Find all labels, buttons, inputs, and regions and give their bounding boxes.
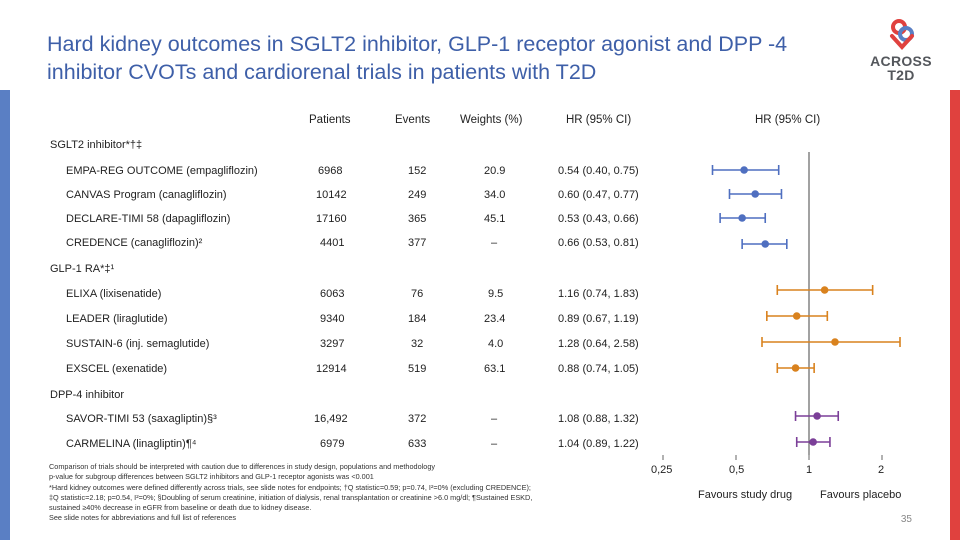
trial-weight: 34.0 (484, 189, 506, 201)
trial-patients: 4401 (320, 237, 345, 249)
trial-events: 184 (408, 313, 427, 325)
trial-hr: 1.04 (0.89, 1.22) (558, 438, 639, 450)
trial-weight: 4.0 (488, 338, 504, 350)
trial-patients: 12914 (316, 363, 347, 375)
hr-point (738, 214, 746, 222)
trial-hr: 1.08 (0.88, 1.32) (558, 413, 639, 425)
trial-name: CANVAS Program (canagliflozin) (66, 189, 227, 201)
trial-patients: 10142 (316, 189, 347, 201)
trial-name: SAVOR-TIMI 53 (saxagliptin)§³ (66, 413, 217, 425)
page-number: 35 (900, 514, 912, 525)
trial-name: EXSCEL (exenatide) (66, 363, 168, 375)
hr-point (751, 190, 760, 198)
footnote-line: sustained ≥40% decrease in eGFR from bas… (49, 503, 312, 513)
trial-name: CARMELINA (linagliptin)¶⁴ (66, 438, 197, 450)
group-label-glp1: GLP-1 RA*‡¹ (50, 263, 115, 275)
trial-patients: 6979 (320, 438, 345, 450)
right-accent-bar (950, 90, 960, 540)
trial-weight: 20.9 (484, 165, 506, 177)
hr-point (761, 240, 770, 248)
header-events: Events (395, 114, 431, 126)
trial-hr: 1.16 (0.74, 1.83) (558, 288, 639, 300)
favours-placebo-label: Favours placebo (820, 489, 902, 501)
hr-point (820, 286, 829, 294)
footnotes: Comparison of trials should be interpret… (49, 462, 649, 524)
hr-point (792, 312, 801, 320)
trial-events: 519 (408, 363, 427, 375)
trial-events: 365 (408, 213, 427, 225)
trial-weight: – (491, 413, 498, 425)
hr-point (813, 412, 821, 420)
trial-hr: 0.60 (0.47, 0.77) (558, 189, 639, 201)
trial-patients: 3297 (320, 338, 345, 350)
slide-title: Hard kidney outcomes in SGLT2 inhibitor,… (47, 32, 788, 84)
trial-hr: 0.54 (0.40, 0.75) (558, 165, 639, 177)
header-patients: Patients (309, 114, 351, 126)
logo-mark-icon (890, 19, 914, 50)
footnote-line: Comparison of trials should be interpret… (49, 462, 436, 471)
axis-tick-label: 1 (806, 464, 813, 476)
footnote-line: p-value for subgroup differences between… (49, 472, 374, 482)
trial-weight: – (491, 237, 498, 249)
trial-hr: 0.89 (0.67, 1.19) (558, 313, 639, 325)
trial-patients: 6063 (320, 288, 345, 300)
trial-weight: 45.1 (484, 213, 506, 225)
trial-name: SUSTAIN-6 (inj. semaglutide) (66, 338, 210, 350)
group-label-sglt2: SGLT2 inhibitor*†‡ (50, 139, 143, 151)
trial-events: 377 (408, 237, 427, 249)
trial-events: 633 (408, 438, 427, 450)
logo-line-2: T2D (887, 67, 915, 83)
trial-hr: 0.66 (0.53, 0.81) (558, 237, 639, 249)
logo-text: ACROSS T2D (868, 54, 934, 82)
axis-tick-label: 0,25 (651, 464, 673, 476)
trial-patients: 17160 (316, 213, 347, 225)
trial-weight: 9.5 (488, 288, 504, 300)
trial-events: 372 (408, 413, 427, 425)
trial-events: 32 (411, 338, 424, 350)
trial-patients: 16,492 (314, 413, 348, 425)
across-t2d-logo (890, 19, 914, 50)
header-hr-plot: HR (95% CI) (755, 114, 821, 126)
trial-events: 152 (408, 165, 427, 177)
hr-point (809, 438, 817, 446)
trial-name: LEADER (liraglutide) (66, 313, 168, 325)
trial-weight: – (491, 438, 498, 450)
trial-hr: 1.28 (0.64, 2.58) (558, 338, 639, 350)
footnote-line: ‡Q statistic=2.18; p=0.54, I²=0%; §Doubl… (49, 492, 533, 502)
trial-events: 76 (411, 288, 424, 300)
trial-weight: 63.1 (484, 363, 506, 375)
axis-tick-label: 2 (878, 464, 885, 476)
hr-point (740, 166, 748, 174)
trial-hr: 0.53 (0.43, 0.66) (558, 213, 639, 225)
footnote-line: *Hard kidney outcomes were defined diffe… (49, 482, 531, 492)
trial-hr: 0.88 (0.74, 1.05) (558, 363, 639, 375)
left-accent-bar (0, 90, 10, 540)
trial-patients: 9340 (320, 313, 345, 325)
axis-tick-label: 0,5 (729, 464, 745, 476)
trial-events: 249 (408, 189, 427, 201)
trial-patients: 6968 (318, 165, 343, 177)
trial-name: EMPA-REG OUTCOME (empagliflozin) (66, 165, 258, 177)
group-label-dpp4: DPP-4 inhibitor (50, 389, 124, 401)
trial-name: ELIXA (lixisenatide) (66, 288, 162, 300)
hr-point (831, 338, 839, 346)
logo-line-1: ACROSS (870, 53, 932, 69)
header-hr-text: HR (95% CI) (566, 114, 632, 126)
trial-name: CREDENCE (canagliflozin)² (66, 237, 203, 249)
hr-point (791, 364, 800, 372)
footnote-line: See slide notes for abbreviations and fu… (49, 513, 236, 523)
favours-study-drug-label: Favours study drug (698, 489, 793, 501)
trial-weight: 23.4 (484, 313, 506, 325)
header-weights: Weights (%) (460, 114, 523, 126)
trial-name: DECLARE-TIMI 58 (dapagliflozin) (66, 213, 231, 225)
